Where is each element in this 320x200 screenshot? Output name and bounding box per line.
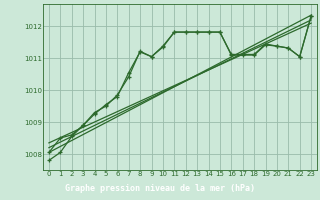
Text: Graphe pression niveau de la mer (hPa): Graphe pression niveau de la mer (hPa): [65, 184, 255, 193]
